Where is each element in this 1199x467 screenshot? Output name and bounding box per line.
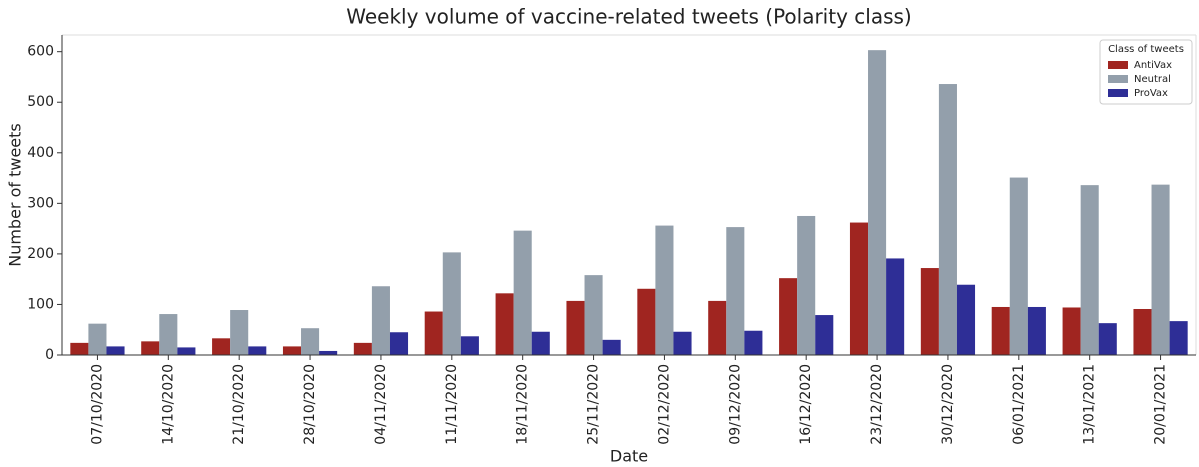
y-tick-label: 0 [45, 347, 54, 363]
x-tick-label: 02/12/2020 [656, 364, 672, 445]
bar [920, 268, 939, 355]
x-axis-title: Date [610, 447, 648, 466]
bar [991, 306, 1010, 355]
y-tick-label: 100 [27, 296, 54, 312]
x-tick-label: 16/12/2020 [798, 364, 814, 445]
bar [886, 258, 905, 355]
legend-box [1099, 39, 1193, 105]
bar [495, 293, 514, 355]
bar [1151, 184, 1170, 355]
bar [460, 336, 479, 355]
bar [301, 328, 320, 355]
bar [531, 331, 550, 355]
bar [1133, 308, 1152, 355]
bar [1027, 306, 1046, 355]
y-tick-label: 400 [27, 145, 54, 161]
bar [106, 346, 125, 355]
x-tick-label: 11/11/2020 [444, 364, 460, 445]
bar [88, 323, 107, 355]
bar [744, 330, 763, 355]
bar [938, 84, 957, 356]
bar [282, 346, 302, 355]
y-axis-title: Number of tweets [6, 123, 25, 267]
x-tick-label: 09/12/2020 [727, 364, 743, 445]
x-tick-label: 21/10/2020 [231, 364, 247, 445]
x-tick-label: 06/01/2021 [1011, 364, 1027, 445]
legend-swatch [1108, 75, 1128, 83]
x-tick-label: 04/11/2020 [373, 364, 389, 445]
legend-label: ProVax [1134, 88, 1168, 99]
y-tick-label: 600 [27, 44, 54, 60]
bar [797, 215, 816, 355]
bar [584, 275, 603, 355]
bar [602, 339, 621, 355]
legend-title: Class of tweets [1108, 44, 1184, 55]
bar [1169, 321, 1188, 355]
bar [513, 230, 532, 355]
x-tick-label: 30/12/2020 [940, 364, 956, 445]
bar [319, 350, 338, 355]
y-tick-label: 200 [27, 246, 54, 262]
bar [956, 284, 976, 355]
bar [708, 300, 727, 355]
legend-label: AntiVax [1134, 60, 1172, 71]
bar [849, 222, 869, 355]
bar [212, 338, 231, 355]
bar [230, 310, 249, 355]
bar [424, 311, 443, 355]
bar [442, 252, 461, 355]
y-tick-label: 500 [27, 94, 54, 110]
x-tick-label: 13/01/2021 [1082, 364, 1098, 445]
bar [371, 286, 390, 355]
chart-title: Weekly volume of vaccine-related tweets … [346, 5, 911, 29]
bar [726, 227, 745, 355]
bar [637, 288, 656, 355]
bar [353, 342, 372, 355]
bar [868, 50, 887, 355]
bar [1062, 307, 1081, 355]
bar [673, 331, 692, 355]
x-tick-label: 23/12/2020 [869, 364, 885, 445]
x-tick-label: 25/11/2020 [586, 364, 602, 445]
x-tick-label: 18/11/2020 [515, 364, 531, 445]
bar [141, 341, 160, 355]
bar [1009, 177, 1028, 355]
bar [248, 346, 267, 355]
bar [177, 347, 196, 355]
x-tick-label: 14/10/2020 [160, 364, 176, 445]
bar [815, 315, 834, 355]
bar [655, 225, 674, 355]
bar [779, 278, 798, 355]
bar [70, 342, 89, 355]
y-tick-label: 300 [27, 195, 54, 211]
bar [159, 314, 178, 355]
x-tick-label: 07/10/2020 [89, 364, 105, 445]
legend-swatch [1108, 61, 1128, 69]
legend-label: Neutral [1134, 74, 1171, 85]
bar [389, 332, 409, 355]
bar [1098, 323, 1117, 355]
bar [566, 300, 585, 355]
bar [1080, 185, 1099, 355]
x-tick-label: 20/01/2021 [1153, 364, 1169, 445]
x-tick-label: 28/10/2020 [302, 364, 318, 445]
legend-swatch [1108, 89, 1128, 97]
